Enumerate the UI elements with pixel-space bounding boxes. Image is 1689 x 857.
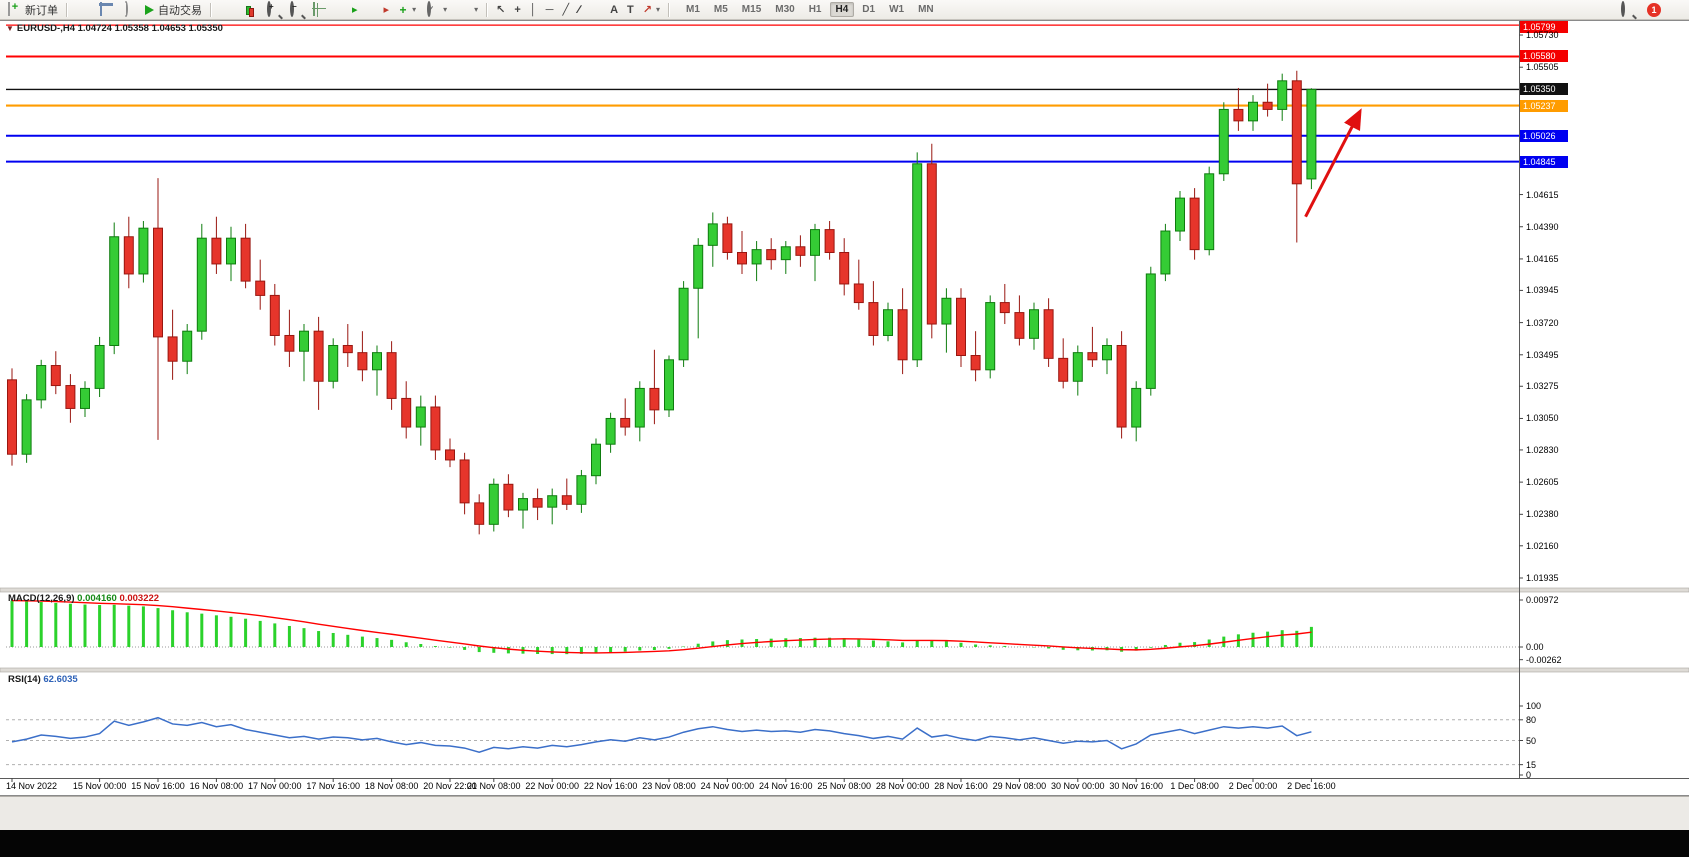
cursor-tool-button[interactable]: ↖	[492, 0, 509, 19]
vertical-line-icon: │	[529, 3, 537, 16]
chart-window-icon	[100, 1, 102, 16]
timeframe-W1[interactable]: W1	[889, 4, 905, 15]
chart-canvas[interactable]	[0, 0, 1689, 800]
fibonacci-tool-button[interactable]	[583, 0, 605, 19]
toolbar-separator	[66, 2, 68, 17]
macd-panel	[6, 599, 1519, 655]
symbol-ohlc-text: EURUSD-,H4 1.04724 1.05358 1.04653 1.053…	[16, 23, 223, 34]
horizontal-line-icon: ─	[545, 3, 554, 16]
timeframe-M5[interactable]: M5	[713, 4, 728, 15]
timeframe-H4[interactable]: H4	[829, 2, 855, 17]
toolbar-separator	[210, 2, 212, 17]
timeframe-MN[interactable]: MN	[918, 4, 934, 15]
tile-windows-button[interactable]	[308, 0, 330, 19]
label-icon: T	[627, 3, 634, 16]
new-order-button[interactable]: 新订单	[4, 0, 62, 19]
candlestick-chart-button[interactable]	[239, 0, 261, 19]
text-icon: A	[610, 3, 619, 16]
new-order-icon	[8, 1, 10, 16]
alerts-button[interactable]	[72, 0, 94, 19]
timeframe-toolbar: M1 M5 M15 M30 H1 H4 D1 W1 MN	[680, 2, 940, 17]
autotrade-button[interactable]: 自动交易	[141, 0, 206, 19]
status-strip	[0, 796, 1689, 831]
scroll-arrow-icon: ▸	[352, 3, 358, 16]
play-icon	[145, 4, 154, 15]
timeframe-M15[interactable]: M15	[741, 4, 762, 15]
chart-shift-button[interactable]: ▸	[363, 0, 394, 19]
timeframe-H1[interactable]: H1	[808, 4, 822, 15]
timeframe-M30[interactable]: M30	[775, 4, 795, 15]
trendline-icon: ╱	[562, 3, 570, 16]
macd-signal-line	[11, 599, 1312, 654]
cursor-icon: ↖	[496, 3, 506, 16]
templates-button[interactable]: ▾	[452, 0, 482, 19]
chevron-down-icon: ▾	[474, 5, 479, 14]
chevron-down-icon: ▾	[443, 5, 448, 14]
candles-series	[7, 70, 1317, 535]
bottom-bar	[0, 830, 1689, 857]
autotrade-label: 自动交易	[158, 4, 202, 17]
crosshair-tool-button[interactable]: +	[510, 0, 524, 19]
horizontal-line-tool-button[interactable]: ─	[542, 0, 558, 19]
crosshair-icon: +	[514, 3, 521, 16]
tile-windows-icon	[313, 1, 315, 16]
new-order-label: 新订单	[25, 4, 58, 17]
notification-badge[interactable]: 1	[1647, 2, 1661, 17]
chevron-down-icon: ▾	[655, 4, 660, 14]
rsi-panel	[6, 716, 1519, 766]
one-click-trading-toggle[interactable]: ▼	[6, 24, 14, 33]
arrows-tool-button[interactable]: ↗ ▾	[639, 0, 664, 19]
channel-tool-button[interactable]: ∕∕	[574, 0, 582, 19]
bar-chart-button[interactable]	[216, 0, 238, 19]
search-icon	[1621, 0, 1625, 17]
new-chart-button[interactable]	[95, 0, 117, 19]
periods-button[interactable]: ▾	[421, 0, 451, 19]
shift-arrow-icon: ▸	[383, 3, 390, 16]
text-tool-button[interactable]: A	[606, 0, 622, 19]
clock-icon	[427, 0, 432, 17]
indicators-button[interactable]: + ▾	[394, 0, 420, 19]
chart-title-bar: ▼ EURUSD-,H4 1.04724 1.05358 1.04653 1.05…	[6, 23, 223, 34]
zoom-out-button[interactable]: −	[285, 0, 307, 19]
minus-glyph: −	[292, 1, 297, 11]
rsi-line	[11, 716, 1312, 754]
arrow-icon: ↗	[642, 3, 652, 16]
trendline-tool-button[interactable]: ╱	[558, 0, 573, 19]
refresh-icon	[124, 0, 128, 17]
timeframe-M1[interactable]: M1	[685, 4, 700, 15]
candlestick-icon	[244, 4, 256, 17]
indicators-icon: +	[399, 2, 407, 17]
search-button[interactable]	[1616, 0, 1638, 19]
plus-glyph: +	[269, 1, 274, 11]
auto-scroll-button[interactable]: ▸	[331, 0, 362, 19]
trend-arrow-annotation[interactable]	[1304, 108, 1362, 218]
toolbar-separator	[667, 2, 670, 17]
main-toolbar: 新订单 自动交易 + − ▸ ▸ +▾ ▾ ▾ ↖ + │ ─ ╱ ∕∕ A T…	[0, 0, 1689, 20]
timeframe-D1[interactable]: D1	[862, 4, 876, 15]
chevron-down-icon: ▾	[412, 5, 417, 14]
vertical-line-tool-button[interactable]: │	[526, 0, 541, 19]
zoom-in-button[interactable]: +	[262, 0, 284, 19]
label-tool-button[interactable]: T	[623, 0, 638, 19]
refresh-button[interactable]	[118, 0, 140, 19]
toolbar-separator	[486, 2, 489, 17]
